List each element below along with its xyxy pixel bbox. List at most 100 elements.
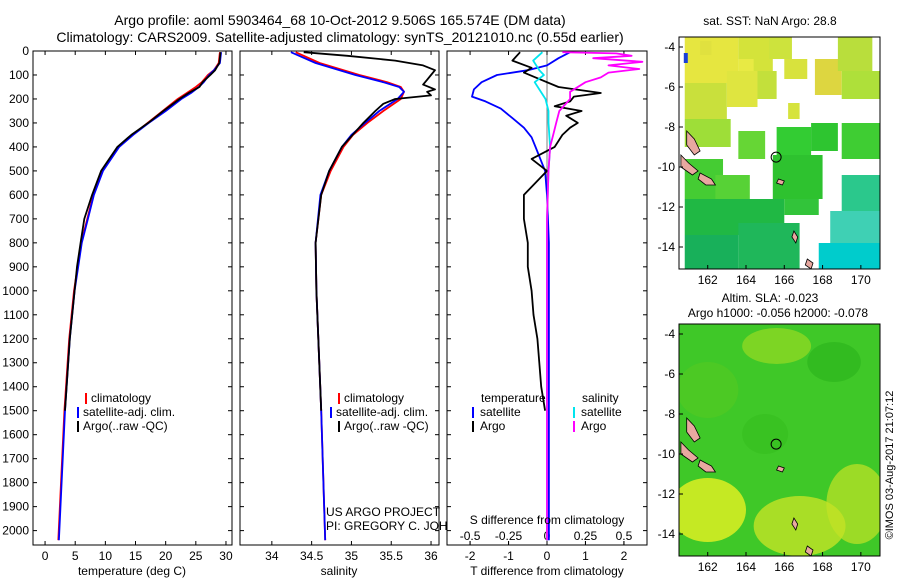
x-tick-label: 0 [42,549,49,563]
sst-cell [757,71,777,99]
imos-credit: ©IMOS 03-Aug-2017 21:07:12 [884,391,896,540]
sst-cell [818,243,880,269]
lat-tick-label: -10 [658,447,676,461]
sla-anomaly-patch [742,328,812,364]
sst-cell [726,71,758,107]
x-tick-label: 2 [621,549,628,563]
sst-cell [814,59,842,95]
depth-tick-label: 100 [9,68,29,82]
salinity-profile-panel: 34 34.5 35 35.5 36 salinity climatology sate… [239,50,482,578]
land-island [804,545,814,556]
lon-tick-label: 168 [813,273,833,287]
temperature-legend: climatology satellite-adj. clim. Argo(..… [77,391,175,433]
legend-s-satellite-label: satellite [581,405,622,419]
sst-cell [788,103,800,119]
sst-cell [684,235,739,269]
lat-tick-label: -14 [658,240,676,254]
legend-climatology-label: climatology [344,391,404,405]
x-tick-label: 15 [129,549,143,563]
sst-cell [811,123,838,151]
sst-cell [830,211,880,243]
difference-legend: temperature satellite Argo salinity sate… [472,391,622,433]
legend-argo-label: Argo(..raw -QC) [344,419,429,433]
sst-map-field [680,37,880,269]
sla-anomaly-patch [679,362,739,418]
temperature-profile-panel: 0100200300400500600700800900100011001200… [2,44,233,578]
land-island [697,172,717,186]
depth-tick-label: 1600 [2,428,29,442]
lat-tick-label: -6 [664,367,675,381]
land-island [686,416,701,443]
salinity-series [290,51,436,541]
sst-cell [841,71,880,99]
lat-tick-label: -14 [658,527,676,541]
sla-map-subtitle: Argo h1000: -0.056 h2000: -0.078 [688,306,868,320]
depth-tick-label: 800 [9,236,29,250]
x-tick-label: 10 [99,549,113,563]
lat-tick-label: -6 [664,80,675,94]
x-tick-label: 34 [265,549,279,563]
sla-anomaly-patch [753,496,846,556]
sst-map-frame [678,36,881,270]
temperature-x-label: temperature (deg C) [78,564,186,578]
lon-tick-label: 166 [774,560,794,574]
x-tick-label: 20 [159,549,173,563]
legend-salinity-title: salinity [582,391,619,405]
land-island [776,178,785,186]
depth-tick-label: 1100 [3,308,29,322]
sst-cell [700,41,712,55]
land-island [680,441,699,463]
land-island [680,154,699,176]
land-island [791,230,799,244]
sst-map-panel: sat. SST: NaN Argo: 28.8 162 164 166 168 170… [658,14,881,287]
sla-map-field [679,324,880,556]
x-tick-label: 30 [219,549,233,563]
land-island [776,465,785,473]
depth-tick-label: 1900 [2,500,29,514]
legend-t-satellite-label: satellite [480,405,521,419]
x-tick-label: 35 [345,549,359,563]
x-tick-label: -1 [503,549,514,563]
sst-cell [784,59,808,79]
salinity-x-label: salinity [321,564,358,578]
x-tick-label: 35.5 [380,549,404,563]
depth-tick-label: 0 [22,44,29,58]
sst-longitude-axis: 162 164 166 168 170 [698,265,871,287]
series-line-argo-raw-qc- [303,51,436,411]
sla-anomaly-patch [679,478,746,542]
difference-profile-panel: -2 -1 0 1 2 -0.5 -0.25 0 0.25 0.5 S difference f… [446,50,648,578]
lat-tick-label: -4 [664,327,675,341]
sst-cell [738,131,766,159]
depth-tick-label: 1400 [2,380,29,394]
lat-tick-label: -10 [658,160,676,174]
salinity-legend: climatology satellite-adj. clim. Argo(..… [330,391,429,433]
project-credit-line2: PI: GREGORY C. JOHNSON [326,519,482,533]
sla-anomaly-patch [742,414,789,454]
depth-tick-label: 1000 [2,284,29,298]
salinity-x-axis: 34 34.5 35 35.5 36 [265,51,438,563]
sst-cell [738,223,800,269]
depth-tick-label: 300 [9,116,29,130]
series-line-argo-raw-qc- [64,52,222,411]
series-line-temperature-satellite [471,51,571,541]
legend-s-argo-label: Argo [581,419,607,433]
depth-tick-label: 900 [9,260,29,274]
t-difference-label: T difference from climatology [470,564,624,578]
x-tick-label: -2 [465,549,476,563]
sst-map-title: sat. SST: NaN Argo: 28.8 [703,14,837,28]
sla-map-frame [678,323,881,557]
sla-longitude-axis: 162 164 166 168 170 [698,552,871,574]
lon-tick-label: 168 [813,560,833,574]
sst-cell [683,53,688,63]
depth-tick-label: 200 [9,92,29,106]
sla-latitude-axis: -14 -12 -10 -8 -6 -4 [658,327,683,541]
legend-argo-label: Argo(..raw -QC) [83,419,168,433]
sst-cell [684,83,727,119]
sst-latitude-axis: -14 -12 -10 -8 -6 -4 [658,40,683,254]
sst-cell [768,37,792,59]
depth-tick-label: 600 [9,188,29,202]
depth-tick-label: 1300 [2,356,29,370]
lat-tick-label: -8 [664,120,675,134]
lon-tick-label: 162 [698,560,718,574]
legend-climatology-label: climatology [91,391,151,405]
